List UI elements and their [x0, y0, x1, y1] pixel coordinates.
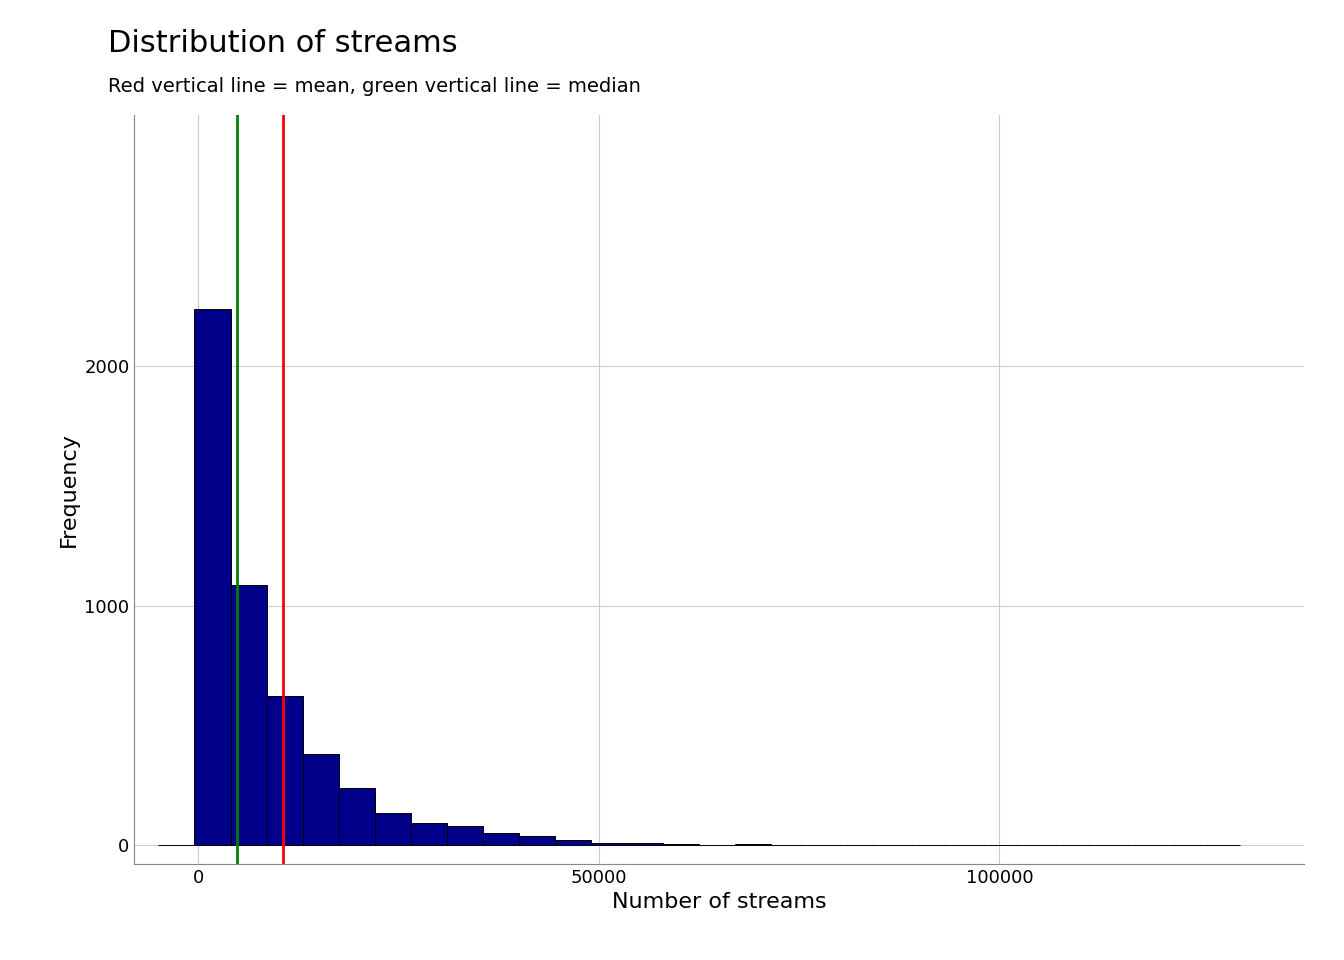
- Y-axis label: Frequency: Frequency: [59, 432, 79, 547]
- Bar: [302, 755, 339, 845]
- Bar: [375, 813, 411, 845]
- Bar: [231, 585, 266, 845]
- Bar: [626, 843, 663, 845]
- Bar: [519, 835, 555, 845]
- Bar: [446, 827, 482, 845]
- Bar: [555, 840, 591, 845]
- X-axis label: Number of streams: Number of streams: [612, 893, 827, 912]
- Bar: [266, 696, 302, 845]
- Text: Distribution of streams: Distribution of streams: [108, 29, 457, 58]
- Text: Red vertical line = mean, green vertical line = median: Red vertical line = mean, green vertical…: [108, 77, 640, 96]
- Bar: [339, 788, 375, 845]
- Bar: [482, 833, 519, 845]
- Bar: [591, 843, 626, 845]
- Bar: [195, 309, 231, 845]
- Bar: [411, 823, 446, 845]
